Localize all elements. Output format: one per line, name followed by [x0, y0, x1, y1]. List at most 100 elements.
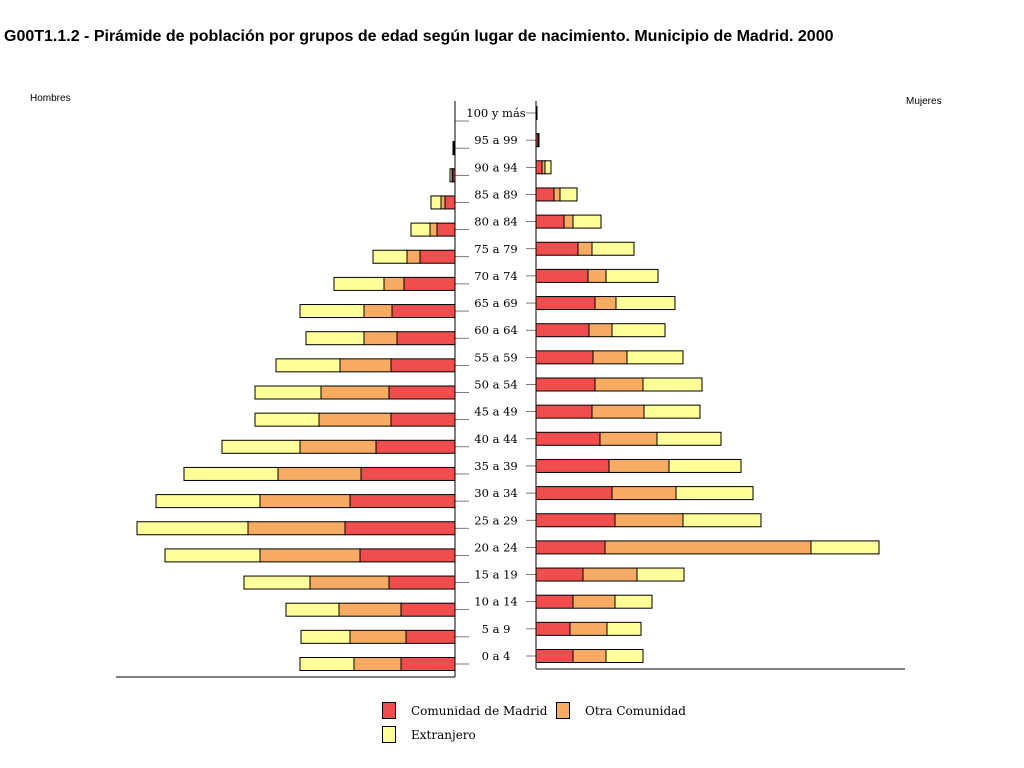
- legend-swatch-comunidad-madrid: [382, 702, 396, 719]
- age-group-label: 10 a 14: [474, 595, 517, 609]
- age-group-label: 15 a 19: [474, 568, 517, 582]
- bar-hombres-extranjero: [299, 657, 355, 671]
- age-group-label: 40 a 44: [474, 432, 517, 446]
- bar-hombres-madrid: [405, 629, 456, 644]
- bar-hombres-otra: [259, 548, 361, 563]
- bar-mujeres-otra: [587, 268, 607, 283]
- bar-mujeres-otra: [594, 296, 617, 311]
- legend-label-otra-comunidad: Otra Comunidad: [585, 703, 686, 718]
- bar-mujeres-otra: [614, 513, 684, 528]
- bar-hombres-madrid: [419, 249, 456, 264]
- bar-mujeres-extranjero: [626, 350, 684, 365]
- bar-hombres-extranjero: [305, 331, 365, 346]
- bar-hombres-extranjero: [299, 304, 365, 319]
- bar-hombres-madrid: [388, 575, 456, 590]
- bar-mujeres-otra: [604, 540, 812, 555]
- age-group-label: 20 a 24: [474, 540, 517, 554]
- age-group-label: 90 a 94: [474, 160, 517, 174]
- bar-hombres-madrid: [349, 494, 456, 509]
- bar-mujeres-madrid: [535, 214, 565, 229]
- bar-hombres-madrid: [436, 222, 456, 237]
- bar-mujeres-extranjero: [611, 323, 666, 338]
- bar-mujeres-madrid: [535, 160, 543, 175]
- bar-hombres-otra: [440, 195, 446, 210]
- age-group-label: 0 a 4: [482, 649, 511, 663]
- bar-hombres-otra: [309, 575, 390, 590]
- bar-hombres-otra: [353, 657, 402, 671]
- bar-mujeres-extranjero: [810, 540, 880, 555]
- bar-hombres-otra: [339, 358, 392, 373]
- bar-hombres-otra: [429, 222, 438, 237]
- bar-hombres-otra: [299, 439, 377, 454]
- bar-hombres-madrid: [360, 466, 456, 481]
- age-group-label: 85 a 89: [474, 187, 517, 201]
- bar-mujeres-madrid: [535, 621, 571, 636]
- bar-hombres-otra: [247, 521, 346, 536]
- bar-mujeres-madrid: [535, 513, 616, 528]
- mujeres-label: Mujeres: [906, 96, 942, 107]
- bar-mujeres-otra: [577, 241, 593, 256]
- bar-hombres-extranjero: [183, 466, 279, 481]
- bar-hombres-madrid: [344, 521, 456, 536]
- age-group-label: 25 a 29: [474, 513, 517, 527]
- age-group-label: 30 a 34: [474, 486, 517, 500]
- bar-mujeres-otra: [569, 621, 608, 636]
- bar-mujeres-extranjero: [572, 214, 602, 229]
- bar-hombres-extranjero: [285, 602, 340, 617]
- age-group-label: 35 a 39: [474, 459, 517, 473]
- bar-hombres-extranjero: [300, 629, 351, 644]
- bar-hombres-otra: [383, 276, 405, 291]
- bar-hombres-extranjero: [243, 575, 311, 590]
- bar-mujeres-madrid: [535, 431, 601, 446]
- legend-swatch-extranjero: [382, 726, 396, 743]
- bar-mujeres-otra: [588, 323, 613, 338]
- bar-mujeres-extranjero: [544, 160, 552, 175]
- bar-hombres-madrid: [375, 439, 456, 454]
- bar-hombres-madrid: [396, 331, 456, 346]
- bar-hombres-extranjero: [164, 548, 261, 563]
- bar-mujeres-extranjero: [605, 268, 659, 283]
- age-group-label: 55 a 59: [474, 350, 517, 364]
- bar-hombres-madrid: [403, 276, 456, 291]
- bar-mujeres-otra: [599, 431, 658, 446]
- bar-hombres-otra: [320, 385, 390, 400]
- bar-mujeres-extranjero: [605, 649, 644, 663]
- bar-hombres-madrid: [391, 304, 456, 319]
- bar-hombres-extranjero: [452, 141, 455, 156]
- bar-hombres-extranjero: [430, 195, 442, 210]
- legend-item-otra-comunidad: Otra Comunidad: [556, 702, 686, 719]
- bar-mujeres-extranjero: [636, 567, 685, 582]
- bar-mujeres-extranjero: [615, 296, 676, 311]
- legend-item-comunidad-madrid: Comunidad de Madrid: [382, 702, 547, 719]
- bar-mujeres-extranjero: [675, 486, 754, 501]
- bar-hombres-madrid: [390, 412, 456, 427]
- bar-mujeres-madrid: [535, 187, 555, 202]
- bar-hombres-madrid: [400, 602, 456, 617]
- bar-hombres-extranjero: [136, 521, 249, 536]
- bar-mujeres-extranjero: [642, 377, 703, 392]
- age-group-label: 5 a 9: [482, 622, 511, 636]
- chart-title: G00T1.1.2 - Pirámide de población por gr…: [4, 28, 834, 45]
- bar-mujeres-otra: [572, 649, 607, 663]
- bar-mujeres-extranjero: [614, 594, 653, 609]
- bar-hombres-otra: [363, 331, 398, 346]
- bar-mujeres-extranjero: [656, 431, 722, 446]
- bar-hombres-otra: [259, 494, 351, 509]
- age-group-label: 75 a 79: [474, 242, 517, 256]
- bar-mujeres-otra: [592, 350, 628, 365]
- bar-hombres-madrid: [359, 548, 456, 563]
- bar-hombres-extranjero: [254, 412, 320, 427]
- bar-hombres-otra: [406, 249, 421, 264]
- chart-legend: Comunidad de Madrid Otra Comunidad Extra…: [382, 702, 702, 746]
- bar-mujeres-extranjero: [591, 241, 635, 256]
- age-group-label: 70 a 74: [474, 269, 517, 283]
- bar-mujeres-extranjero: [668, 458, 742, 473]
- bar-mujeres-madrid: [535, 268, 589, 283]
- legend-item-extranjero: Extranjero: [382, 726, 476, 743]
- bar-hombres-madrid: [390, 358, 456, 373]
- bar-hombres-extranjero: [275, 358, 341, 373]
- bar-mujeres-extranjero: [535, 106, 538, 120]
- bar-mujeres-extranjero: [606, 621, 642, 636]
- bar-hombres-otra: [277, 466, 362, 481]
